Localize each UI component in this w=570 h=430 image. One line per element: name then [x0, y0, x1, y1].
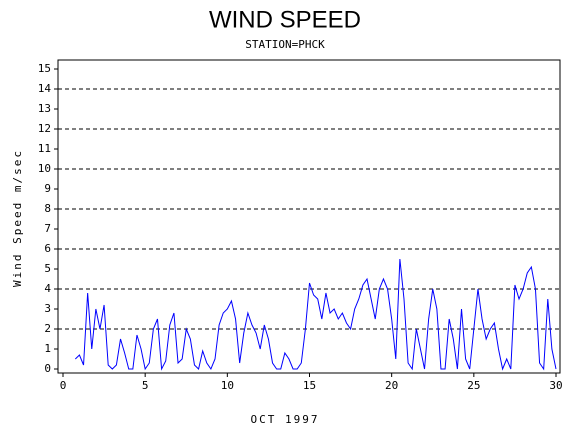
plot-frame	[57, 59, 561, 374]
x-tick-label: 5	[142, 379, 149, 392]
y-tick-label: 15	[38, 62, 51, 75]
y-tick-label: 11	[38, 142, 51, 155]
y-tick-label: 14	[38, 82, 52, 95]
x-tick-label: 20	[385, 379, 398, 392]
y-tick-label: 9	[44, 182, 51, 195]
y-tick-label: 12	[38, 122, 51, 135]
y-tick-label: 5	[44, 262, 51, 275]
y-axis-label: Wind Speed m/sec	[11, 149, 24, 287]
y-tick-label: 8	[44, 202, 51, 215]
chart-title: WIND SPEED	[209, 6, 361, 33]
y-tick-label: 6	[44, 242, 51, 255]
y-tick-label: 1	[44, 342, 51, 355]
y-tick-label: 7	[44, 222, 51, 235]
x-tick-label: 25	[467, 379, 480, 392]
x-tick-label: 30	[549, 379, 562, 392]
y-tick-label: 0	[44, 362, 51, 375]
chart-subtitle: STATION=PHCK	[245, 38, 325, 51]
data-line	[74, 258, 557, 371]
x-tick-label: 0	[60, 379, 67, 392]
y-tick-label: 10	[38, 162, 51, 175]
y-tick-label: 2	[44, 322, 51, 335]
x-tick-label: 15	[303, 379, 316, 392]
y-tick-label: 4	[44, 282, 51, 295]
x-tick-label: 10	[221, 379, 234, 392]
x-axis-label: OCT 1997	[251, 413, 320, 426]
y-tick-label: 3	[44, 302, 51, 315]
y-tick-label: 13	[38, 102, 51, 115]
